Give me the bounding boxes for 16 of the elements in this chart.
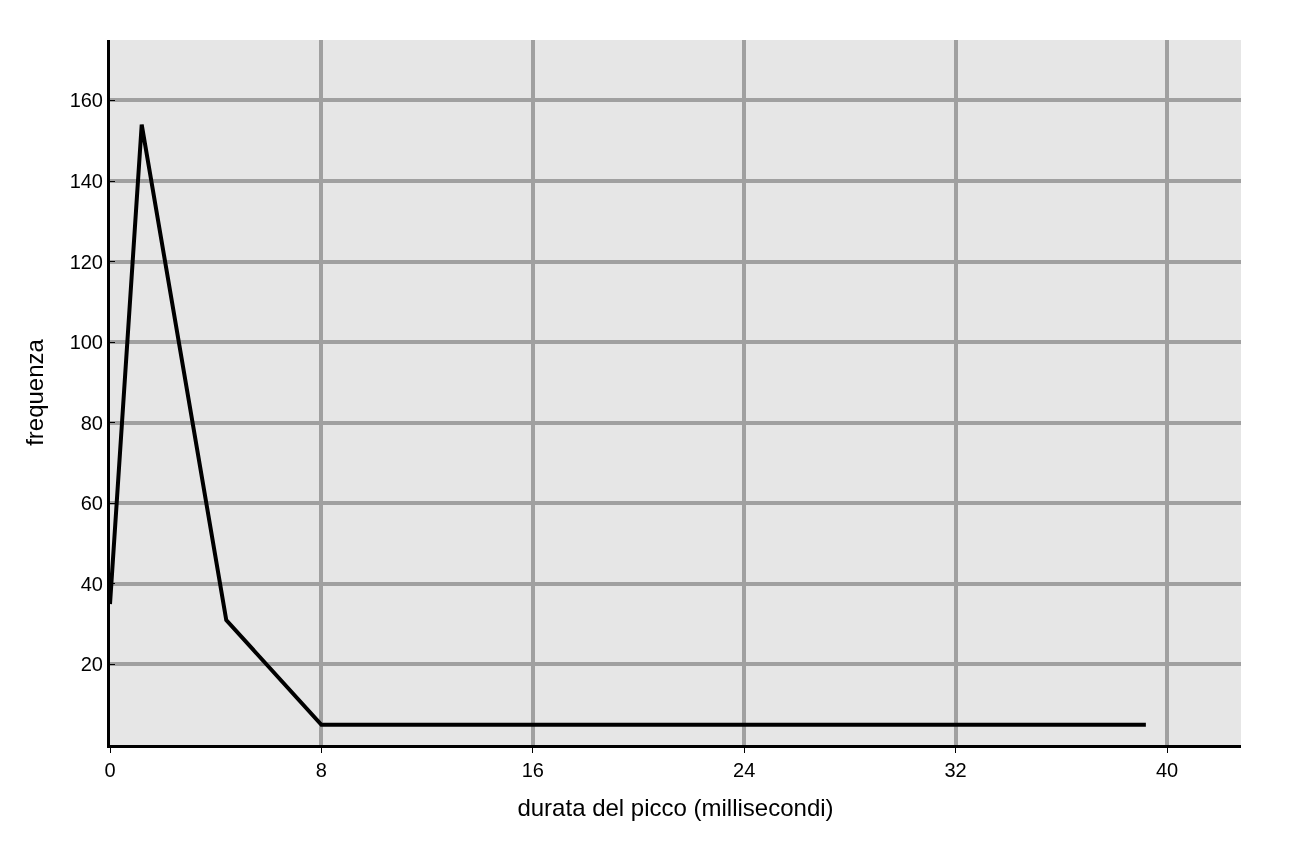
- y-tick-label: 160: [69, 89, 103, 112]
- y-tick-label: 80: [80, 411, 103, 434]
- x-tick-label: 16: [521, 759, 544, 781]
- y-tick-label: 60: [80, 492, 103, 515]
- y-tick-label: 40: [80, 572, 103, 595]
- y-tick-label: 20: [80, 653, 103, 676]
- y-tick-label: 140: [69, 170, 103, 192]
- x-tick-label: 0: [104, 759, 116, 781]
- y-tick-label: 120: [69, 250, 103, 273]
- x-tick-label: 40: [1155, 759, 1179, 781]
- x-tick-label: 32: [944, 759, 967, 781]
- x-tick-label: 24: [733, 759, 756, 781]
- x-axis-title: durata del picco (millisecondi): [517, 794, 834, 822]
- y-tick-label: 100: [69, 331, 103, 354]
- y-axis-title: frequenza: [20, 338, 48, 446]
- x-tick-label: 8: [315, 759, 327, 781]
